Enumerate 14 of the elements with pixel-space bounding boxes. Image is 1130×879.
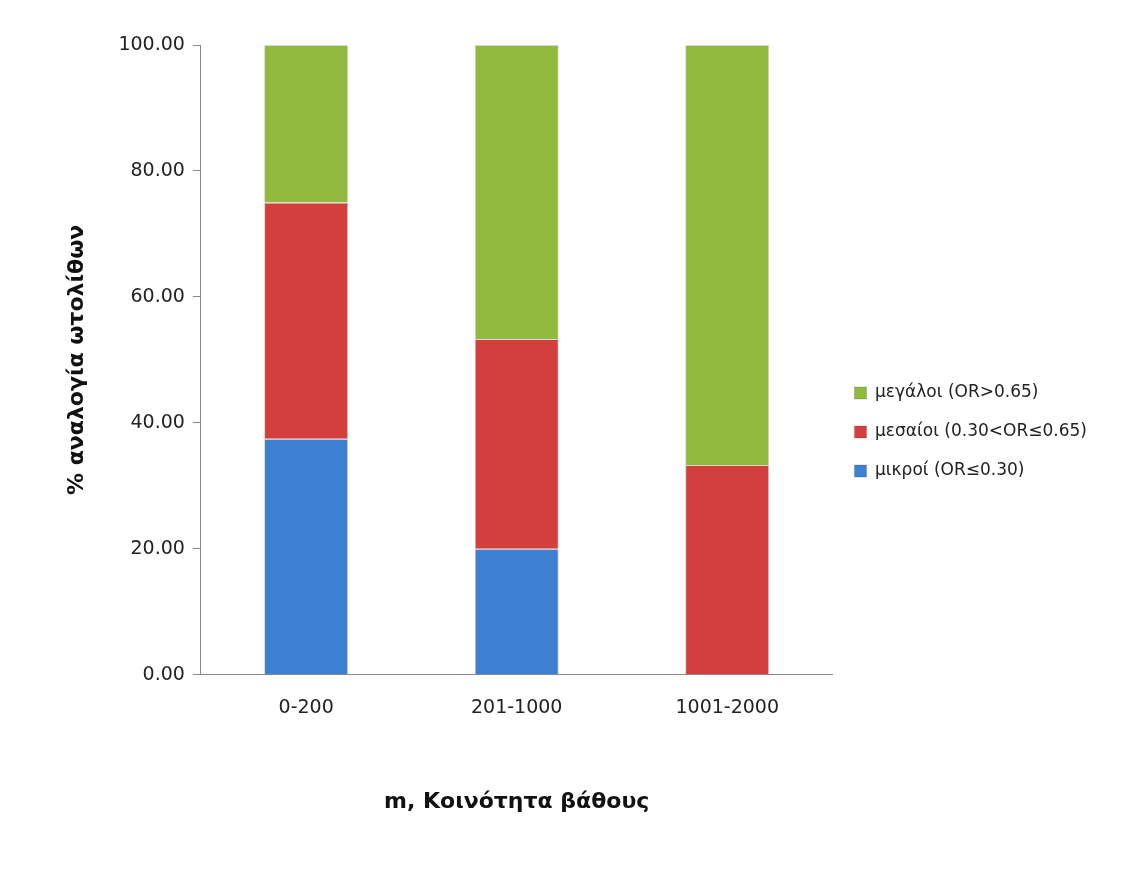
legend-label: μικροί (OR≤0.30) bbox=[875, 459, 1025, 480]
legend-label: μεσαίοι (0.30<OR≤0.65) bbox=[875, 420, 1087, 441]
x-tick-label: 0-200 bbox=[278, 695, 334, 718]
x-axis-title: m, Κοινότητα βάθους bbox=[384, 787, 650, 813]
y-tick-label: 20.00 bbox=[130, 535, 185, 558]
x-tick-label: 201-1000 bbox=[470, 695, 563, 718]
y-tick-label: 60.00 bbox=[130, 283, 185, 306]
x-tick-label: 1001-2000 bbox=[675, 695, 780, 718]
y-axis-title: % αναλογία ωτολίθων bbox=[62, 224, 88, 496]
y-tick-label: 100.00 bbox=[118, 31, 185, 54]
y-tick-label: 80.00 bbox=[130, 157, 185, 180]
y-tick-label: 0.00 bbox=[142, 661, 185, 684]
legend-label: μεγάλοι (OR>0.65) bbox=[875, 381, 1039, 402]
y-tick-label: 40.00 bbox=[130, 409, 185, 432]
